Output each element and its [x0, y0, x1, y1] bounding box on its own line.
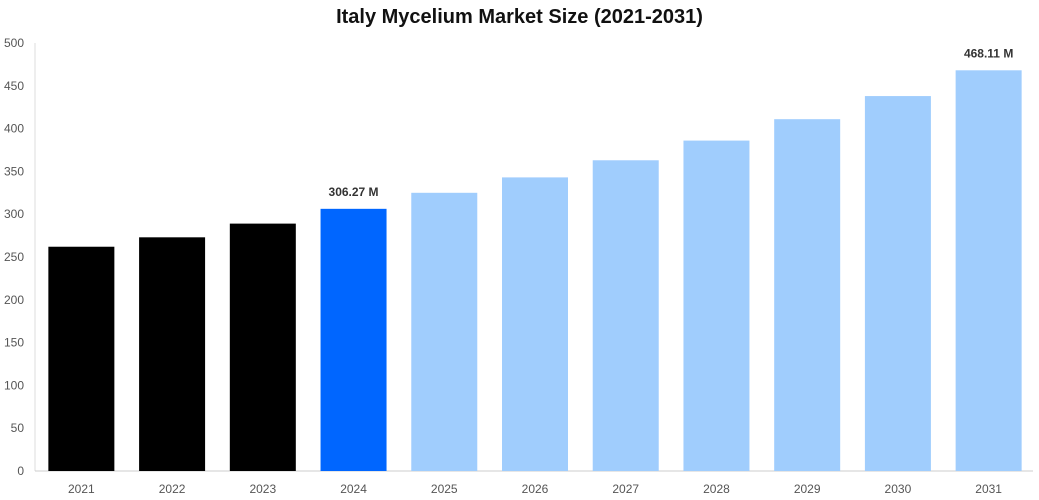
x-tick-label: 2026	[522, 482, 549, 496]
y-tick-label: 250	[4, 250, 24, 264]
x-tick-label: 2029	[794, 482, 821, 496]
x-tick-label: 2023	[249, 482, 276, 496]
y-tick-label: 50	[11, 421, 25, 435]
bars-group	[48, 70, 1022, 472]
x-tick-label: 2025	[431, 482, 458, 496]
bar-2025	[411, 192, 478, 472]
bar-2027	[592, 160, 659, 471]
bar-2029	[774, 119, 841, 472]
y-tick-label: 300	[4, 207, 24, 221]
x-tick-label: 2031	[975, 482, 1002, 496]
y-tick-label: 500	[4, 36, 24, 50]
x-axis-ticks: 2021 2022 2023 2024 2025 2026 2027 2028 2029 2030…	[68, 482, 1002, 496]
bar-2024	[320, 208, 387, 471]
chart-title: Italy Mycelium Market Size (2021-2031)	[336, 6, 703, 28]
x-tick-label: 2021	[68, 482, 95, 496]
x-tick-label: 2027	[612, 482, 639, 496]
y-tick-label: 0	[17, 464, 24, 478]
y-tick-label: 100	[4, 378, 24, 392]
y-tick-label: 200	[4, 293, 24, 307]
bar-2026	[502, 177, 568, 471]
y-axis-ticks: 0 50 100 150 200 250 300 350 400 450 500	[4, 36, 24, 478]
x-tick-label: 2024	[340, 482, 367, 496]
bar-2023	[229, 223, 296, 471]
data-labels-group: 306.27 M 468.11 M	[329, 46, 1014, 199]
x-tick-label: 2022	[159, 482, 186, 496]
bar-2031	[955, 70, 1022, 471]
data-label-2031: 468.11 M	[964, 46, 1013, 60]
x-tick-label: 2028	[703, 482, 730, 496]
bar-2030	[864, 96, 931, 472]
y-tick-label: 150	[4, 336, 24, 350]
data-label-2024: 306.27 M	[329, 185, 379, 199]
y-tick-label: 350	[4, 164, 24, 178]
bar-2028	[683, 140, 750, 472]
x-tick-label: 2030	[885, 482, 912, 496]
bar-2021	[48, 246, 115, 471]
y-tick-label: 400	[4, 122, 24, 136]
y-tick-label: 450	[4, 79, 24, 93]
bar-2022	[139, 237, 206, 471]
